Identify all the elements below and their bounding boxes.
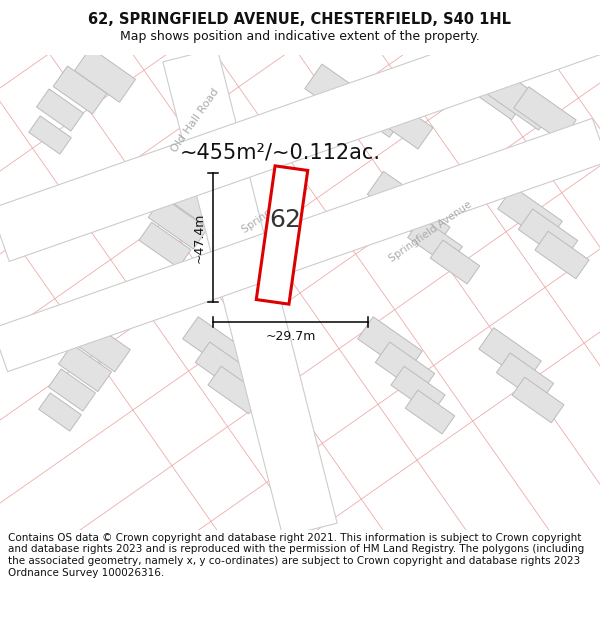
Polygon shape <box>182 317 247 373</box>
Text: Map shows position and indicative extent of the property.: Map shows position and indicative extent… <box>120 30 480 43</box>
Polygon shape <box>450 51 530 119</box>
Polygon shape <box>512 378 564 423</box>
Polygon shape <box>497 187 562 243</box>
Polygon shape <box>376 342 434 394</box>
Polygon shape <box>367 171 433 229</box>
Text: 62, SPRINGFIELD AVENUE, CHESTERFIELD, S40 1HL: 62, SPRINGFIELD AVENUE, CHESTERFIELD, S4… <box>89 12 511 27</box>
Polygon shape <box>479 328 541 382</box>
Polygon shape <box>158 170 227 230</box>
Polygon shape <box>430 240 480 284</box>
Polygon shape <box>390 196 450 248</box>
Polygon shape <box>518 209 578 261</box>
Polygon shape <box>53 66 107 114</box>
Polygon shape <box>358 317 422 373</box>
Polygon shape <box>405 390 455 434</box>
Polygon shape <box>70 318 130 372</box>
Polygon shape <box>58 344 112 392</box>
Text: ~47.4m: ~47.4m <box>193 213 206 262</box>
Polygon shape <box>407 218 463 266</box>
Polygon shape <box>391 366 445 414</box>
Polygon shape <box>377 99 433 149</box>
Polygon shape <box>535 231 589 279</box>
Text: Springfield Avenue: Springfield Avenue <box>387 199 473 264</box>
Polygon shape <box>305 64 375 126</box>
Text: Contains OS data © Crown copyright and database right 2021. This information is : Contains OS data © Crown copyright and d… <box>8 533 584 578</box>
Polygon shape <box>196 342 254 394</box>
Polygon shape <box>208 366 262 414</box>
Polygon shape <box>496 353 554 403</box>
Polygon shape <box>514 87 576 141</box>
Text: ~455m²/~0.112ac.: ~455m²/~0.112ac. <box>179 142 380 162</box>
Polygon shape <box>163 48 337 537</box>
Polygon shape <box>139 222 191 268</box>
Text: Springfield Ave: Springfield Ave <box>240 181 310 235</box>
Polygon shape <box>344 82 406 138</box>
Text: ~29.7m: ~29.7m <box>265 330 316 343</box>
Text: Old Hall Road: Old Hall Road <box>169 86 221 154</box>
Polygon shape <box>37 89 83 131</box>
Polygon shape <box>148 197 208 249</box>
Polygon shape <box>0 0 600 261</box>
Polygon shape <box>0 118 600 372</box>
Polygon shape <box>49 369 95 411</box>
Polygon shape <box>39 393 81 431</box>
Polygon shape <box>485 70 554 130</box>
Polygon shape <box>74 48 136 102</box>
Polygon shape <box>256 166 308 304</box>
Polygon shape <box>29 116 71 154</box>
Text: 62: 62 <box>269 208 301 232</box>
